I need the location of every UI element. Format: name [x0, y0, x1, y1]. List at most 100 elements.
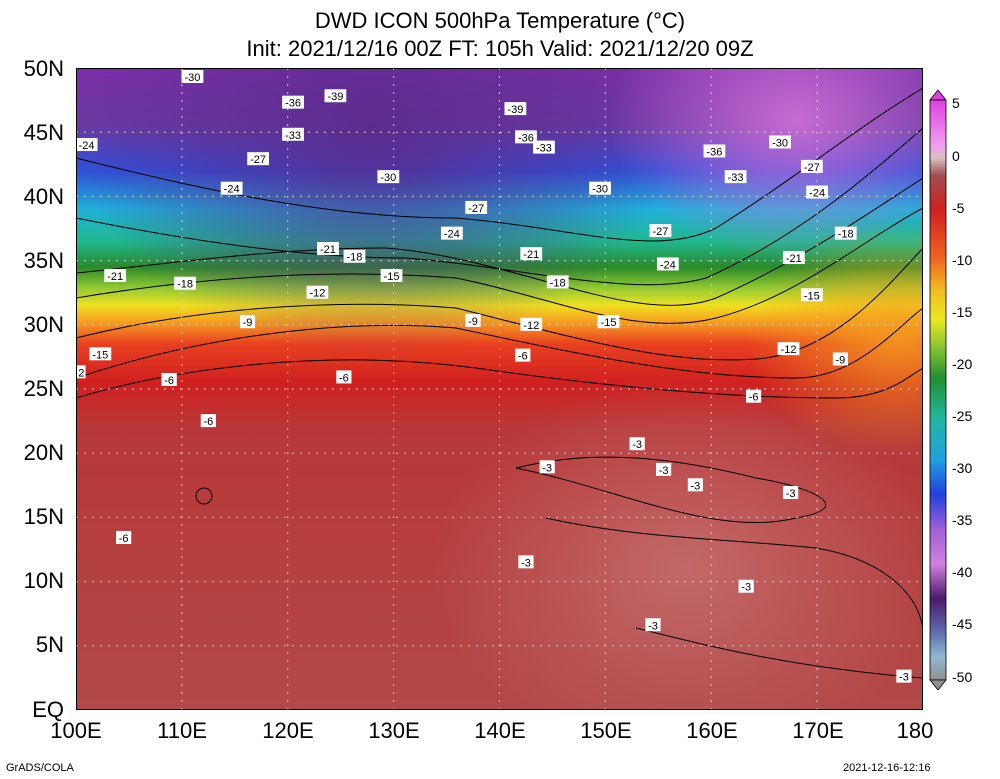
contour-label: -3: [659, 465, 669, 477]
contour-label-box: [782, 251, 805, 265]
lon-label: 160E: [686, 718, 738, 743]
contour-label: -18: [838, 229, 854, 241]
colorbar-label: -50: [952, 669, 973, 685]
lat-label: 35N: [23, 248, 64, 273]
contour-label-box: [89, 347, 112, 361]
colorbar-label: -15: [952, 304, 973, 320]
colorbar-label: -35: [952, 512, 973, 528]
contour-label: -30: [380, 172, 396, 184]
contour-label: -21: [107, 271, 123, 283]
contour-label: -3: [690, 480, 700, 492]
contour-label: -12: [309, 288, 325, 300]
contour-label: -12: [523, 320, 539, 332]
contour-label-box: [777, 342, 800, 356]
lon-label: 130E: [368, 718, 420, 743]
contour-label: -3: [542, 462, 552, 474]
lat-label: 15N: [23, 504, 64, 529]
contour-label-box: [465, 200, 488, 214]
contour-label: -24: [660, 259, 676, 271]
contour-label: -9: [468, 316, 478, 328]
footer-timestamp: 2021-12-16-12:16: [843, 762, 931, 774]
contour-label: -18: [346, 252, 362, 264]
colorbar-label: -20: [952, 356, 973, 372]
contour-label: -6: [518, 351, 528, 363]
contour-label-box: [656, 462, 672, 476]
contour-label-box: [336, 370, 352, 384]
contour-label-box: [649, 224, 672, 238]
contour-label: -30: [185, 72, 201, 84]
contour-label: -24: [79, 140, 95, 152]
contour-label-box: [440, 226, 463, 240]
lat-label: 10N: [23, 568, 64, 593]
contour-label-box: [515, 348, 531, 362]
contour-label-box: [800, 159, 823, 173]
colorbar: [929, 90, 947, 690]
contour-label: -18: [550, 277, 566, 289]
contour-label: -21: [786, 253, 802, 265]
contour-label-box: [520, 247, 543, 261]
contour-label-box: [247, 152, 270, 166]
lat-label: 40N: [23, 184, 64, 209]
contour-label-box: [533, 140, 555, 154]
contour-label-box: [546, 275, 569, 289]
contour-label-box: [324, 89, 347, 103]
contour-label: -15: [384, 271, 400, 283]
map-subtitle: Init: 2021/12/16 00Z FT: 105h Valid: 202…: [246, 36, 754, 61]
contour-label: -33: [728, 172, 744, 184]
contour-label: -24: [444, 229, 460, 241]
map-frame: [76, 68, 923, 710]
grid-lines: [76, 68, 923, 710]
contour-label: -15: [804, 290, 820, 302]
contour-label: -6: [119, 533, 129, 545]
contour-label: -27: [468, 203, 484, 215]
colorbar-label: -40: [952, 564, 973, 580]
contour-label: -6: [749, 392, 759, 404]
lon-label: 110E: [157, 718, 207, 743]
contour-label-box: [282, 127, 304, 141]
contour-label-box: [520, 317, 543, 331]
colorbar-label: -30: [952, 460, 973, 476]
contour-label-box: [306, 285, 329, 299]
contour-label-box: [769, 135, 791, 149]
contour-label: -3: [899, 672, 909, 684]
contour-label: -3: [521, 557, 531, 569]
contour-label: -39: [507, 104, 523, 116]
colorbar-label: -5: [952, 200, 965, 216]
contour-label-box: [317, 242, 339, 256]
contour-label-box: [746, 389, 762, 403]
contour-label-box: [515, 130, 537, 144]
contour-label-box: [834, 226, 857, 240]
contour-label: -36: [706, 146, 722, 158]
contour-label: -27: [250, 154, 266, 166]
contour-label-box: [832, 352, 849, 366]
contour-label: -30: [772, 137, 788, 149]
contour-label-box: [738, 579, 754, 593]
contour-label-box: [239, 315, 256, 329]
contour-label: 2: [78, 367, 84, 379]
colorbar-label: -45: [952, 616, 973, 632]
contour-label: -15: [601, 317, 617, 329]
contour-label-box: [687, 478, 703, 492]
contour-label-box: [629, 437, 645, 451]
lat-label: 45N: [23, 120, 64, 145]
contour-label-box: [724, 170, 747, 184]
contour-label: -6: [339, 372, 349, 384]
footer-credit: GrADS/COLA: [6, 762, 74, 774]
contour-label-box: [896, 669, 912, 683]
contour-label-box: [589, 181, 611, 195]
contour-label: -27: [652, 226, 668, 238]
contour-label: -9: [243, 317, 253, 329]
contour-label: -21: [523, 249, 539, 261]
contour-label: -3: [648, 620, 658, 632]
lat-label: 30N: [23, 312, 64, 337]
contour-label-box: [380, 269, 403, 283]
contour-label: -24: [809, 188, 825, 200]
contour-label-box: [783, 486, 799, 500]
contour-label-box: [806, 185, 829, 199]
contour-label: -30: [592, 184, 608, 196]
contour-label-box: [800, 288, 823, 302]
contour-label-box: [104, 269, 127, 283]
contour-label-box: [343, 249, 366, 263]
contour-label-box: [465, 313, 481, 327]
lat-label: 50N: [23, 56, 64, 81]
